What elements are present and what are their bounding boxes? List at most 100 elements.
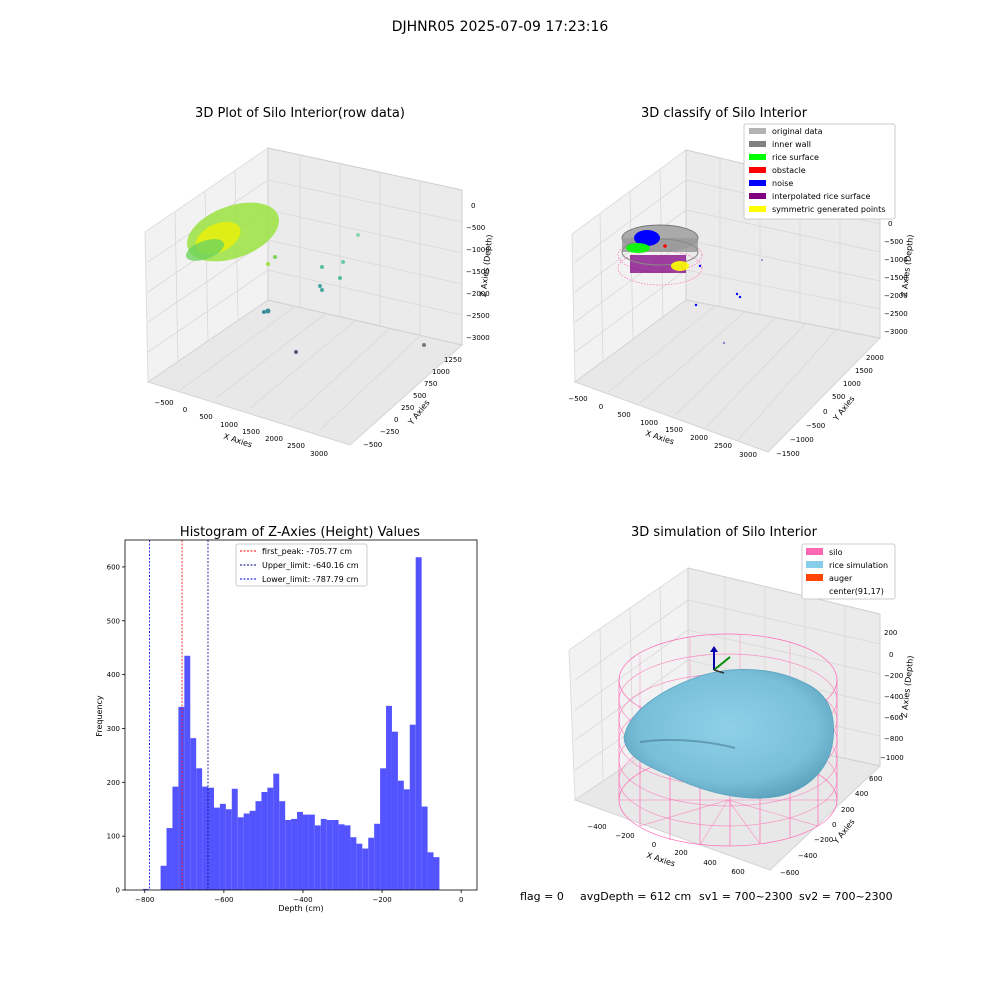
classify-rice-surface xyxy=(626,243,650,253)
hist-ylabel: Frequency xyxy=(95,695,104,737)
raw-3d-z-tick: −1500 xyxy=(466,268,490,276)
classify-noise-point xyxy=(738,295,742,299)
sim-legend-swatch xyxy=(806,574,823,581)
classify-3d-x-tick: 1500 xyxy=(665,426,683,434)
classify-legend-item: noise xyxy=(749,179,793,188)
sim-3d-z-tick: −1000 xyxy=(880,754,904,762)
classify-3d-x-tick: −500 xyxy=(568,395,587,403)
classify-3d-z-tick: −1500 xyxy=(884,274,908,282)
histogram-bar xyxy=(427,852,434,890)
histogram-bar xyxy=(267,787,274,890)
raw-3d-point xyxy=(318,284,322,288)
sim-legend-label: rice simulation xyxy=(829,561,888,570)
histogram-bar xyxy=(196,768,203,890)
sim-legend-item: silo xyxy=(806,548,843,557)
histogram-bar xyxy=(178,706,185,890)
sim-3d-zlabel: Z Axies (Depth) xyxy=(900,655,916,718)
raw-3d-x-tick: 2500 xyxy=(287,442,305,450)
status-sv2: sv2 = 700~2300 xyxy=(799,890,893,903)
sim-3d-z-tick: −800 xyxy=(884,735,903,743)
sim-3d-xlabel: X Axies xyxy=(645,851,676,869)
classify-3d-y-tick: 1500 xyxy=(855,367,873,375)
raw-3d-z-ticks: 0 −500 −1000 −1500 −2000 −2500 −3000 xyxy=(466,202,490,342)
histogram-bar xyxy=(386,705,392,890)
sim-3d-y-tick: 0 xyxy=(832,821,836,829)
raw-3d-y-tick: 500 xyxy=(413,392,426,400)
hist-legend-item: first_peak: -705.77 cm xyxy=(240,547,352,556)
sim-3d-y-tick: 200 xyxy=(841,806,854,814)
raw-3d-y-tick: −250 xyxy=(380,428,399,436)
suptitle: DJHNR05 2025-07-09 17:23:16 xyxy=(392,19,609,35)
raw-3d-z-tick: −3000 xyxy=(466,334,490,342)
histogram-bar xyxy=(243,813,250,890)
classify-3d-y-tick: 1000 xyxy=(843,380,861,388)
status-avg-depth: avgDepth = 612 cm xyxy=(580,890,691,903)
classify-legend-label: symmetric generated points xyxy=(772,205,885,214)
sim-3d-x-tick: 0 xyxy=(652,841,656,849)
sim-legend-item: center(91,17) xyxy=(806,587,884,596)
histogram-bar xyxy=(225,809,232,890)
raw-3d-x-tick: 1500 xyxy=(242,428,260,436)
sim-3d-y-tick: 600 xyxy=(869,775,882,783)
classify-3d-y-tick: −1500 xyxy=(776,450,800,458)
sim-center-z-arrowhead xyxy=(710,646,718,652)
classify-3d-y-tick: −1000 xyxy=(790,436,814,444)
sim-silo-spoke xyxy=(639,799,729,827)
histogram-bar xyxy=(190,738,197,890)
histogram-bar xyxy=(184,655,191,890)
status-sv1: sv1 = 700~2300 xyxy=(699,890,793,903)
sim-3d-x-tick: 400 xyxy=(703,859,716,867)
histogram-bar xyxy=(237,817,244,890)
classify-noise-point xyxy=(735,292,739,296)
raw-3d-z-tick: −2500 xyxy=(466,312,490,320)
histogram-bar xyxy=(142,888,149,890)
hist-legend-label: first_peak: -705.77 cm xyxy=(262,547,352,556)
classify-legend-item: symmetric generated points xyxy=(749,205,885,214)
raw-3d-y-tick: 1000 xyxy=(432,368,450,376)
histogram-bar xyxy=(302,814,309,890)
raw-3d-title: 3D Plot of Silo Interior(row data) xyxy=(195,106,405,121)
raw-3d-point xyxy=(338,276,342,280)
raw-3d-y-tick: 1250 xyxy=(444,356,462,364)
sim-3d-z-tick: −200 xyxy=(884,672,903,680)
sim-silo-spoke xyxy=(727,799,819,827)
classify-legend-label: inner wall xyxy=(772,140,811,149)
hist-x-tick-label: −400 xyxy=(293,896,312,904)
raw-3d-y-tick: −500 xyxy=(363,441,382,449)
raw-3d-x-tick: −500 xyxy=(154,399,173,407)
raw-3d-point xyxy=(294,350,298,354)
hist-xlabel: Depth (cm) xyxy=(278,904,323,913)
classify-legend-item: interpolated rice surface xyxy=(749,192,870,201)
panel-simulation-3d: 3D simulation of Silo Interior xyxy=(568,525,916,877)
hist-legend: first_peak: -705.77 cm Upper_limit: -640… xyxy=(235,543,368,587)
histogram-bar xyxy=(362,848,369,890)
hist-title: Histogram of Z-Axies (Height) Values xyxy=(180,525,420,540)
classify-3d-title: 3D classify of Silo Interior xyxy=(641,106,808,121)
histogram-bar xyxy=(297,811,303,890)
sim-3d-y-tick: −600 xyxy=(780,869,799,877)
histogram-bar xyxy=(326,820,333,890)
raw-3d-zlabel: Z Axies (Depth) xyxy=(479,234,495,297)
sim-rice-shadow xyxy=(639,739,736,749)
histogram-bar xyxy=(213,807,220,890)
classify-3d-points xyxy=(617,224,763,345)
hist-y-tick-label: 100 xyxy=(107,833,120,841)
hist-frame xyxy=(124,539,478,891)
panel-histogram: Histogram of Z-Axies (Height) Values −80… xyxy=(95,525,478,913)
classify-3d-z-tick: −2500 xyxy=(884,310,908,318)
histogram-bar xyxy=(255,801,262,890)
classify-3d-y-tick: 2000 xyxy=(866,354,884,362)
classify-3d-x-tick: 1000 xyxy=(640,419,658,427)
classify-legend-label: rice surface xyxy=(772,153,819,162)
classify-3d-y-tick: 0 xyxy=(823,408,827,416)
raw-3d-point xyxy=(266,262,270,266)
sim-legend-swatch xyxy=(806,587,823,594)
sim-center-axes xyxy=(710,646,731,674)
histogram-bar xyxy=(314,825,321,890)
sim-rice-surface xyxy=(623,669,834,799)
status-flag: flag = 0 xyxy=(520,890,564,903)
histogram-bar xyxy=(332,820,339,890)
classify-noise xyxy=(634,230,660,246)
classify-3d-x-tick: 2000 xyxy=(690,434,708,442)
sim-legend-swatch xyxy=(806,548,823,555)
